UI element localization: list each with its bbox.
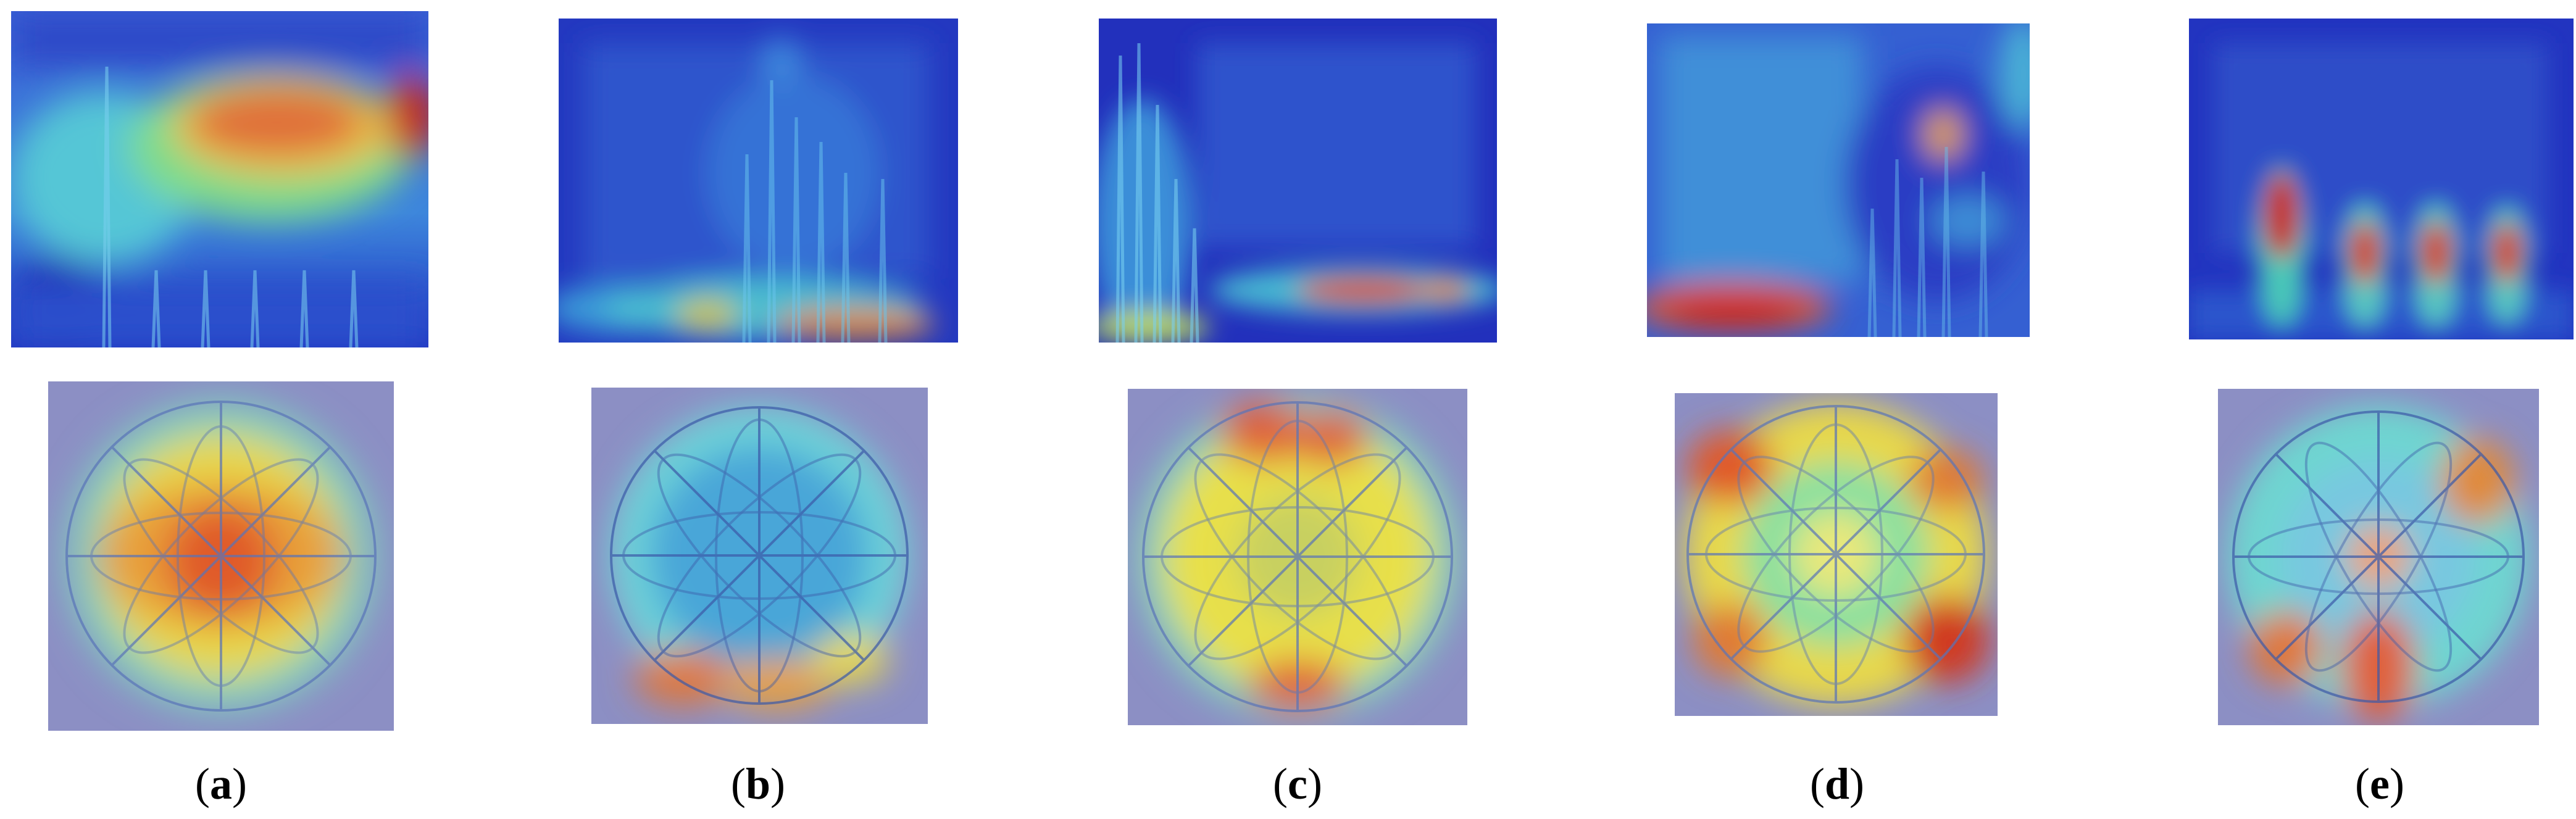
heatmap-spectrogram-c xyxy=(1099,19,1497,343)
caption-c: (c) xyxy=(1273,759,1322,809)
heatmap-spectrogram-d xyxy=(1647,23,2030,337)
caption-b: (b) xyxy=(730,759,785,809)
caption-letter: c xyxy=(1288,759,1307,809)
heatmap-rosette-a xyxy=(48,381,394,731)
heatmap-rosette-c xyxy=(1128,389,1467,725)
heatmap-spectrogram-e xyxy=(2189,19,2574,339)
caption-letter: e xyxy=(2370,759,2390,809)
caption-letter: d xyxy=(1824,759,1850,809)
heatmap-rosette-d xyxy=(1675,393,1998,716)
heatmap-rosette-e xyxy=(2218,389,2539,725)
heatmap-spectrogram-b xyxy=(559,19,958,343)
caption-letter: a xyxy=(210,759,232,809)
caption-d: (d) xyxy=(1809,759,1864,809)
heatmap-spectrogram-a xyxy=(11,11,428,347)
caption-e: (e) xyxy=(2355,759,2404,809)
caption-letter: b xyxy=(745,759,771,809)
heatmap-rosette-b xyxy=(591,388,928,724)
caption-a: (a) xyxy=(195,759,247,809)
